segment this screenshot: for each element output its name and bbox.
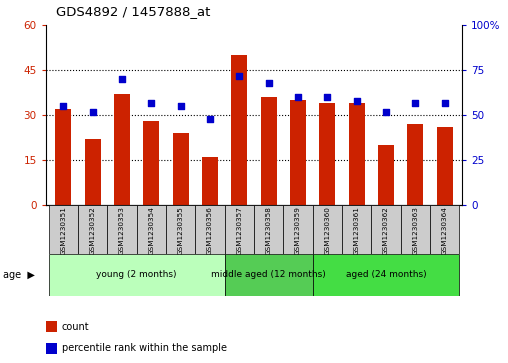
Bar	[436, 127, 453, 205]
Point	[235, 73, 243, 79]
Text: GSM1230356: GSM1230356	[207, 207, 213, 256]
Text: percentile rank within the sample: percentile rank within the sample	[62, 343, 227, 353]
Text: GSM1230362: GSM1230362	[383, 207, 389, 256]
Point	[206, 116, 214, 122]
Bar	[49, 205, 78, 254]
Text: GSM1230363: GSM1230363	[412, 207, 419, 256]
Text: GSM1230364: GSM1230364	[441, 207, 448, 256]
Bar	[85, 139, 101, 205]
Bar	[371, 205, 401, 254]
Point	[382, 109, 390, 115]
Text: GSM1230352: GSM1230352	[89, 207, 96, 256]
Text: aged (24 months): aged (24 months)	[346, 270, 426, 280]
Point	[265, 80, 273, 86]
Bar	[290, 100, 306, 205]
Bar	[196, 205, 225, 254]
Bar	[312, 254, 459, 296]
Text: GSM1230354: GSM1230354	[148, 207, 154, 256]
Point	[147, 100, 155, 106]
Point	[118, 76, 126, 82]
Bar	[143, 121, 160, 205]
Bar	[401, 205, 430, 254]
Bar	[107, 205, 137, 254]
Point	[177, 103, 185, 109]
Bar	[225, 205, 254, 254]
Bar	[166, 205, 196, 254]
Bar	[283, 205, 312, 254]
Bar	[114, 94, 130, 205]
Bar	[254, 205, 283, 254]
Text: age  ▶: age ▶	[3, 270, 35, 280]
Bar	[342, 205, 371, 254]
Bar	[407, 124, 423, 205]
Point	[323, 94, 331, 100]
Point	[440, 100, 449, 106]
Text: GSM1230351: GSM1230351	[60, 207, 67, 256]
Point	[294, 94, 302, 100]
Bar	[319, 103, 335, 205]
Text: young (2 months): young (2 months)	[97, 270, 177, 280]
Bar	[49, 254, 225, 296]
Bar	[225, 254, 312, 296]
Bar	[261, 97, 277, 205]
Text: middle aged (12 months): middle aged (12 months)	[211, 270, 326, 280]
Point	[59, 103, 68, 109]
Text: GSM1230357: GSM1230357	[236, 207, 242, 256]
Bar	[348, 103, 365, 205]
Point	[353, 98, 361, 104]
Text: GSM1230361: GSM1230361	[354, 207, 360, 256]
Text: GSM1230358: GSM1230358	[266, 207, 272, 256]
Text: GSM1230359: GSM1230359	[295, 207, 301, 256]
Bar	[378, 145, 394, 205]
Text: GSM1230360: GSM1230360	[324, 207, 330, 256]
Bar	[202, 157, 218, 205]
Bar	[430, 205, 459, 254]
Bar	[173, 133, 189, 205]
Text: GSM1230353: GSM1230353	[119, 207, 125, 256]
Bar	[231, 55, 247, 205]
Text: count: count	[62, 322, 89, 331]
Bar	[137, 205, 166, 254]
Point	[411, 100, 420, 106]
Bar	[312, 205, 342, 254]
Text: GDS4892 / 1457888_at: GDS4892 / 1457888_at	[56, 5, 210, 18]
Text: GSM1230355: GSM1230355	[178, 207, 184, 256]
Point	[88, 109, 97, 115]
Bar	[78, 205, 107, 254]
Bar	[55, 109, 72, 205]
